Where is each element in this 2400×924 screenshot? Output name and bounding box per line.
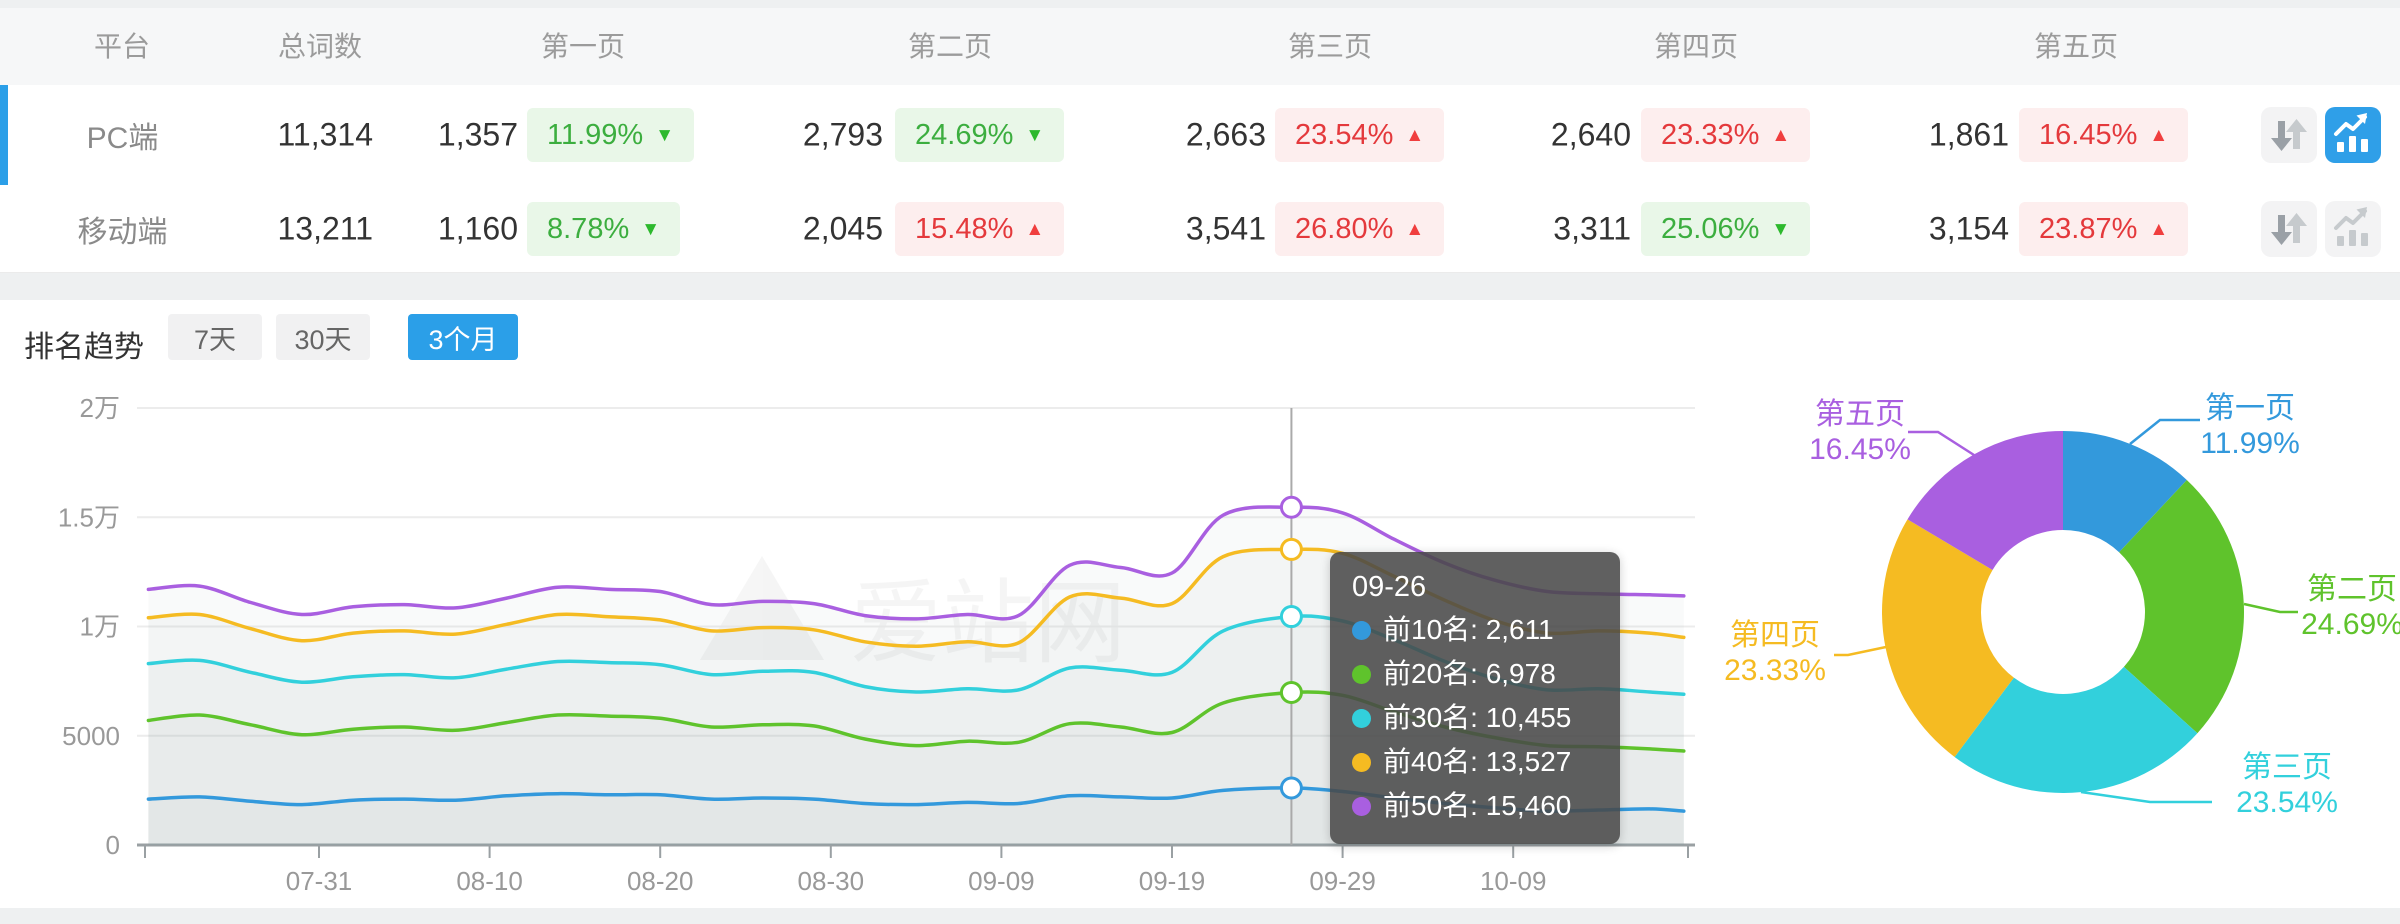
- rank-trend-panel: 排名趋势 7天 30天 3个月 爱站网 0 5000 1万 1.5万 2万 07-31 08-…: [0, 300, 2400, 908]
- donut-slice-第一页[interactable]: [2063, 431, 2187, 553]
- donut-label-pct: 23.33%: [1724, 654, 1826, 687]
- donut-label-page2: 第二页 24.69%: [2277, 572, 2400, 642]
- page3-count: 3,541: [1185, 210, 1266, 246]
- donut-slice-第三页[interactable]: [1954, 666, 2198, 793]
- page4-change-badge: 23.33% ▲: [1641, 108, 1811, 162]
- table-header-row: 平台 总词数 第一页 第二页 第三页 第四页 第五页: [0, 8, 2400, 86]
- col-header-page2: 第二页: [907, 31, 993, 62]
- platform-label: 移动端: [77, 215, 168, 249]
- donut-slice-第四页[interactable]: [1882, 519, 2014, 757]
- show-trend-chart-button[interactable]: [2325, 107, 2381, 163]
- svg-text:09-09: 09-09: [968, 866, 1035, 896]
- svg-text:0: 0: [106, 830, 120, 860]
- donut-label-pct: 16.45%: [1809, 433, 1911, 466]
- range-button-3m[interactable]: 3个月: [408, 314, 518, 360]
- table-row-pc[interactable]: PC端 11,314 1,357 11.99% ▼ 2,793 24.69% ▼ 2…: [0, 85, 2400, 186]
- svg-text:08-30: 08-30: [798, 866, 865, 896]
- highlight-marker-前30名: [1279, 605, 1303, 629]
- page2-change-badge: 24.69% ▼: [895, 108, 1065, 162]
- sort-toggle-button[interactable]: [2261, 107, 2317, 163]
- col-header-platform: 平台: [93, 31, 151, 62]
- rank-summary-table: 平台 总词数 第一页 第二页 第三页 第四页 第五页 PC端 11,314 1,…: [0, 8, 2400, 273]
- svg-text:09-29: 09-29: [1309, 866, 1376, 896]
- svg-text:10-09: 10-09: [1480, 866, 1547, 896]
- donut-label-page1: 第一页 11.99%: [2175, 391, 2325, 461]
- aizhan-watermark: 爱站网: [700, 556, 1126, 675]
- donut-label-pct: 24.69%: [2301, 608, 2400, 641]
- page4-change-badge: 25.06% ▼: [1641, 201, 1811, 256]
- page2-count: 2,045: [802, 210, 883, 246]
- donut-label-pct: 23.54%: [2236, 786, 2338, 819]
- col-header-total: 总词数: [277, 31, 363, 62]
- trend-chart-icon: [2334, 113, 2368, 152]
- page3-change-badge: 26.80% ▲: [1275, 201, 1445, 256]
- highlight-marker-前10名: [1279, 776, 1303, 800]
- chart-tooltip: 09-26 前10名: 2,611 前20名: 6,978 前30名: 10,455…: [1330, 552, 1620, 844]
- sort-arrows-icon: [2271, 212, 2307, 245]
- show-trend-chart-button[interactable]: [2325, 200, 2381, 257]
- col-header-page1: 第一页: [540, 31, 626, 62]
- donut-label-page4: 第四页 23.33%: [1700, 618, 1850, 688]
- donut-leader-第三页: [2080, 790, 2212, 804]
- sort-toggle-button[interactable]: [2261, 200, 2317, 257]
- tooltip-date: 09-26: [1352, 571, 1427, 603]
- svg-text:08-20: 08-20: [627, 866, 694, 896]
- table-row-mobile[interactable]: 移动端 13,211 1,160 8.78% ▼ 2,045 15.48% ▲ 3,…: [0, 185, 2400, 273]
- sort-arrows-icon: [2271, 119, 2307, 151]
- donut-label-name: 第一页: [2205, 392, 2295, 425]
- page5-change-badge: 23.87% ▲: [2019, 201, 2189, 256]
- svg-text:5000: 5000: [62, 721, 120, 751]
- donut-slice-第二页[interactable]: [2119, 479, 2244, 734]
- page1-count: 1,357: [437, 116, 518, 153]
- platform-label: PC端: [86, 122, 159, 155]
- total-words-value: 11,314: [277, 116, 374, 153]
- donut-label-page5: 第五页 16.45%: [1785, 397, 1935, 467]
- tooltip-series-row: 前50名: 15,460: [1352, 784, 1598, 828]
- page2-change-badge: 15.48% ▲: [895, 201, 1065, 256]
- range-button-30d[interactable]: 30天: [276, 314, 370, 360]
- page1-change-badge: 8.78% ▼: [527, 201, 681, 256]
- trend-chart-icon: [2334, 206, 2368, 246]
- page3-change-badge: 23.54% ▲: [1275, 108, 1445, 162]
- svg-text:2万: 2万: [80, 393, 120, 423]
- donut-label-page3: 第三页 23.54%: [2212, 750, 2362, 820]
- page4-count: 3,311: [1553, 210, 1631, 246]
- highlight-marker-前50名: [1279, 495, 1303, 519]
- svg-text:1万: 1万: [80, 612, 120, 642]
- svg-text:08-10: 08-10: [456, 866, 523, 896]
- donut-label-name: 第四页: [1730, 619, 1820, 652]
- col-header-page5: 第五页: [2033, 31, 2119, 62]
- page2-count: 2,793: [802, 116, 883, 153]
- active-row-accent-bar: [0, 85, 8, 185]
- trend-section-title: 排名趋势: [24, 331, 144, 364]
- col-header-page4: 第四页: [1653, 31, 1739, 62]
- donut-label-name: 第三页: [2242, 751, 2332, 784]
- tooltip-series-row: 前20名: 6,978: [1352, 652, 1598, 696]
- page4-count: 2,640: [1550, 116, 1631, 153]
- page5-count: 3,154: [1928, 210, 2009, 246]
- page3-count: 2,663: [1185, 116, 1266, 153]
- page5-count: 1,861: [1928, 116, 2009, 153]
- donut-label-name: 第五页: [1815, 398, 1905, 431]
- page5-change-badge: 16.45% ▲: [2019, 108, 2189, 162]
- svg-text:1.5万: 1.5万: [58, 502, 120, 532]
- highlight-marker-前40名: [1279, 537, 1303, 561]
- range-button-7d[interactable]: 7天: [168, 314, 262, 360]
- page1-change-badge: 11.99% ▼: [527, 108, 695, 162]
- col-header-page3: 第三页: [1287, 31, 1373, 62]
- tooltip-series-row: 前10名: 2,611: [1352, 608, 1598, 652]
- tooltip-series-row: 前30名: 10,455: [1352, 696, 1598, 740]
- svg-text:09-19: 09-19: [1139, 866, 1206, 896]
- total-words-value: 13,211: [277, 210, 374, 246]
- tooltip-series-row: 前40名: 13,527: [1352, 740, 1598, 784]
- highlight-marker-前20名: [1279, 681, 1303, 705]
- donut-label-pct: 11.99%: [2200, 427, 2300, 460]
- svg-text:爱站网: 爱站网: [850, 573, 1126, 675]
- donut-label-name: 第二页: [2307, 573, 2397, 606]
- page1-count: 1,160: [437, 210, 518, 246]
- svg-text:07-31: 07-31: [286, 866, 353, 896]
